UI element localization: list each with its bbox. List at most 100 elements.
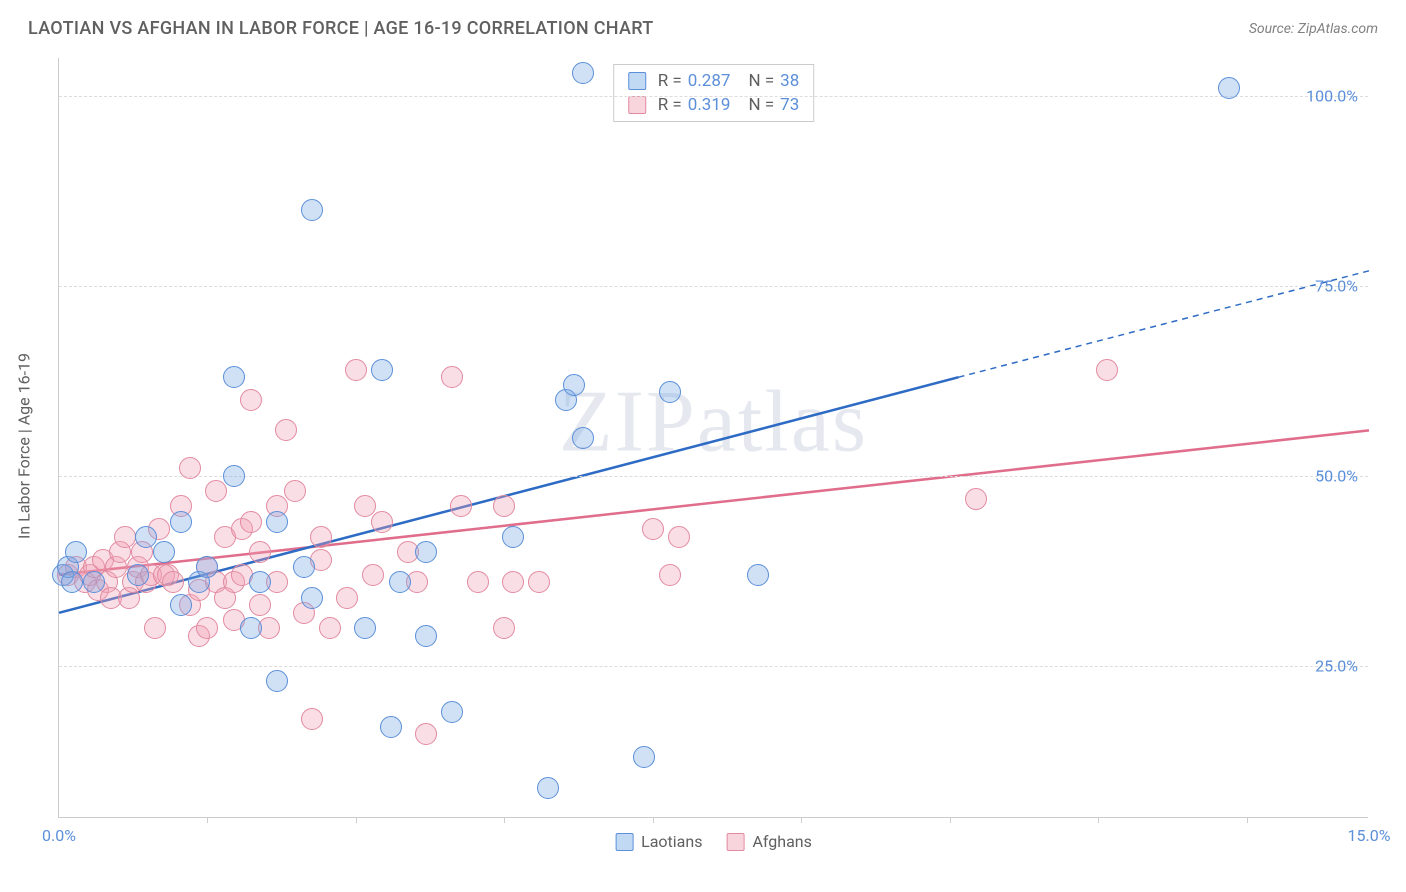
data-point [502, 571, 524, 593]
data-point [371, 359, 393, 381]
x-tick [1247, 817, 1248, 823]
data-point [223, 465, 245, 487]
data-point [502, 526, 524, 548]
data-point [642, 518, 664, 540]
data-point [301, 708, 323, 730]
data-point [633, 746, 655, 768]
data-point [144, 617, 166, 639]
series-legend: Laotians Afghans [615, 832, 812, 851]
gridline [59, 476, 1368, 477]
data-point [205, 480, 227, 502]
data-point [415, 541, 437, 563]
r-value: 0.287 [688, 71, 731, 91]
x-tick [801, 817, 802, 823]
data-point [284, 480, 306, 502]
data-point [371, 511, 393, 533]
n-value: 73 [780, 95, 799, 115]
r-label: R = [658, 71, 682, 91]
legend-swatch [628, 72, 646, 90]
x-tick [504, 817, 505, 823]
data-point [83, 571, 105, 593]
r-label: R = [658, 95, 682, 115]
legend-swatch [726, 833, 744, 851]
data-point [380, 716, 402, 738]
legend-label: Afghans [752, 832, 811, 851]
x-tick [653, 817, 654, 823]
y-tick-label: 100.0% [1306, 87, 1358, 106]
data-point [572, 62, 594, 84]
data-point [441, 366, 463, 388]
gridline [59, 286, 1368, 287]
data-point [240, 617, 262, 639]
data-point [415, 723, 437, 745]
x-tick [356, 817, 357, 823]
data-point [563, 374, 585, 396]
data-point [389, 571, 411, 593]
data-point [336, 587, 358, 609]
data-point [965, 488, 987, 510]
data-point [266, 670, 288, 692]
data-point [275, 419, 297, 441]
data-point [537, 777, 559, 799]
data-point [493, 495, 515, 517]
legend-swatch [628, 96, 646, 114]
scatter-plot-area: ZIPatlas R =0.287N =38R =0.319N =73 Laot… [58, 58, 1368, 818]
y-axis-title: In Labor Force | Age 16-19 [15, 353, 34, 539]
y-tick-label: 75.0% [1315, 277, 1358, 296]
data-point [249, 571, 271, 593]
data-point [319, 617, 341, 639]
n-label: N = [748, 71, 774, 91]
stats-row: R = 0.287 N = 38 [614, 69, 814, 93]
n-label: N = [748, 95, 774, 115]
data-point [196, 617, 218, 639]
data-point [659, 564, 681, 586]
data-point [362, 564, 384, 586]
data-point [345, 359, 367, 381]
r-value: 0.319 [688, 95, 731, 115]
data-point [493, 617, 515, 639]
data-point [249, 541, 271, 563]
data-point [668, 526, 690, 548]
data-point [249, 594, 271, 616]
data-point [240, 511, 262, 533]
data-point [310, 526, 332, 548]
data-point [1096, 359, 1118, 381]
data-point [415, 625, 437, 647]
data-point [293, 556, 315, 578]
chart-title: LAOTIAN VS AFGHAN IN LABOR FORCE | AGE 1… [28, 18, 654, 39]
data-point [266, 511, 288, 533]
data-point [467, 571, 489, 593]
chart-header: LAOTIAN VS AFGHAN IN LABOR FORCE | AGE 1… [0, 0, 1406, 47]
data-point [301, 199, 323, 221]
legend-swatch [615, 833, 633, 851]
data-point [223, 366, 245, 388]
data-point [441, 701, 463, 723]
x-tick-label: 15.0% [1348, 826, 1391, 845]
n-value: 38 [780, 71, 799, 91]
data-point [65, 541, 87, 563]
x-tick [950, 817, 951, 823]
trend-lines [59, 58, 1369, 818]
data-point [572, 427, 594, 449]
correlation-stats-box: R = 0.287 N = 38 R = 0.319 N = 73 [613, 64, 815, 122]
data-point [354, 617, 376, 639]
data-point [747, 564, 769, 586]
legend-label: Laotians [641, 832, 702, 851]
data-point [127, 564, 149, 586]
x-tick-label: 0.0% [42, 826, 76, 845]
x-tick [1098, 817, 1099, 823]
data-point [528, 571, 550, 593]
x-tick [207, 817, 208, 823]
data-point [450, 495, 472, 517]
data-point [240, 389, 262, 411]
data-point [162, 571, 184, 593]
data-point [196, 556, 218, 578]
data-point [170, 594, 192, 616]
data-point [301, 587, 323, 609]
data-point [61, 571, 83, 593]
data-point [153, 541, 175, 563]
data-point [659, 381, 681, 403]
data-point [1218, 77, 1240, 99]
legend-item: Afghans [726, 832, 811, 851]
source-attribution: Source: ZipAtlas.com [1249, 21, 1378, 37]
